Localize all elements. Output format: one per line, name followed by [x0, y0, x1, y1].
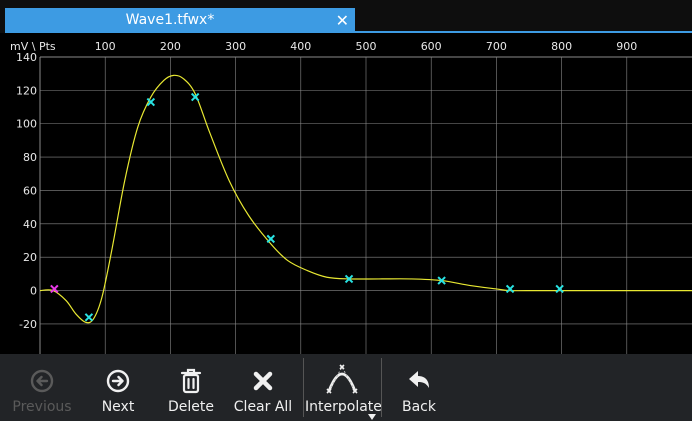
clear-all-button[interactable]: Clear All: [230, 354, 296, 421]
control-point-marker[interactable]: [437, 276, 446, 285]
control-point-marker[interactable]: [190, 92, 200, 102]
x-tick-label: 200: [160, 40, 181, 53]
previous-button[interactable]: Previous: [8, 354, 76, 421]
back-arrow-icon: [390, 368, 448, 394]
marker-stroke: [344, 274, 354, 284]
marker-stroke: [50, 284, 59, 294]
tab-title: Wave1.tfwx*: [125, 12, 215, 28]
y-tick-label: 40: [23, 218, 37, 231]
control-point-marker[interactable]: [84, 313, 94, 322]
toolbar-separator: [303, 358, 304, 417]
delete-button[interactable]: Delete: [160, 354, 222, 421]
back-label: Back: [402, 399, 436, 415]
next-label: Next: [101, 399, 135, 415]
waveform-chart[interactable]: 100 200 300 400 500 600 700 800 900 -20 0 20 40 60 80 1…: [0, 33, 692, 354]
x-icon: [230, 368, 296, 394]
control-point-marker[interactable]: [266, 234, 276, 244]
tab-wave1[interactable]: Wave1.tfwx* ✕: [5, 8, 355, 33]
x-tick-label: 700: [486, 40, 507, 53]
x-tick-label: 100: [95, 40, 116, 53]
axis-corner-label: mV \ Pts: [10, 40, 56, 53]
control-point-marker[interactable]: [146, 97, 156, 107]
control-point-marker[interactable]: [344, 274, 354, 284]
x-tick-label: 400: [290, 40, 311, 53]
marker-stroke: [555, 284, 564, 294]
close-icon[interactable]: ✕: [335, 11, 349, 30]
marker-stroke: [84, 313, 94, 322]
interpolate-button[interactable]: Interpolate: [305, 354, 382, 421]
previous-label: Previous: [12, 399, 72, 415]
x-tick-label: 800: [551, 40, 572, 53]
clear-all-label: Clear All: [233, 399, 293, 415]
control-point-marker[interactable]: [555, 284, 564, 294]
x-tick-label: 500: [356, 40, 377, 53]
marker-stroke: [437, 276, 446, 285]
y-tick-label: 0: [30, 285, 37, 298]
y-tick-label: 100: [16, 118, 37, 131]
tab-strip-underline: [355, 31, 692, 33]
back-button[interactable]: Back: [390, 354, 448, 421]
toolbar-separator: [381, 358, 382, 417]
trash-icon: [160, 368, 222, 394]
control-point-marker[interactable]: [505, 284, 515, 294]
bottom-toolbar: Previous Next Delete Clear All Interpola…: [0, 354, 692, 421]
y-tick-label: 80: [23, 151, 37, 164]
arrow-left-circle-icon: [8, 368, 76, 394]
y-tick-label: 140: [16, 51, 37, 64]
waveform-curve: [39, 74, 692, 324]
control-points[interactable]: [50, 92, 564, 322]
dropdown-arrow-icon: [368, 414, 376, 420]
marker-stroke: [190, 92, 200, 102]
delete-label: Delete: [168, 399, 214, 415]
next-button[interactable]: Next: [88, 354, 148, 421]
marker-stroke: [146, 97, 156, 107]
y-tick-label: 20: [23, 251, 37, 264]
y-tick-label: 120: [16, 84, 37, 97]
marker-stroke: [266, 234, 276, 244]
y-tick-label: 60: [23, 184, 37, 197]
x-tick-label: 600: [421, 40, 442, 53]
marker-stroke: [505, 284, 515, 294]
tick-labels: 100 200 300 400 500 600 700 800 900 -20 0 20 40 60 80 1…: [16, 40, 637, 331]
interpolate-label: Interpolate: [305, 399, 382, 415]
interpolate-curve-icon: [305, 363, 378, 395]
y-tick-label: -20: [19, 318, 37, 331]
title-bar: Wave1.tfwx* ✕: [0, 0, 692, 33]
x-tick-label: 900: [616, 40, 637, 53]
arrow-right-circle-icon: [88, 368, 148, 394]
grid: [39, 56, 692, 354]
control-point-marker[interactable]: [50, 284, 59, 294]
x-tick-label: 300: [225, 40, 246, 53]
waveform-editor-canvas[interactable]: 100 200 300 400 500 600 700 800 900 -20 0 20 40 60 80 1…: [0, 33, 692, 354]
